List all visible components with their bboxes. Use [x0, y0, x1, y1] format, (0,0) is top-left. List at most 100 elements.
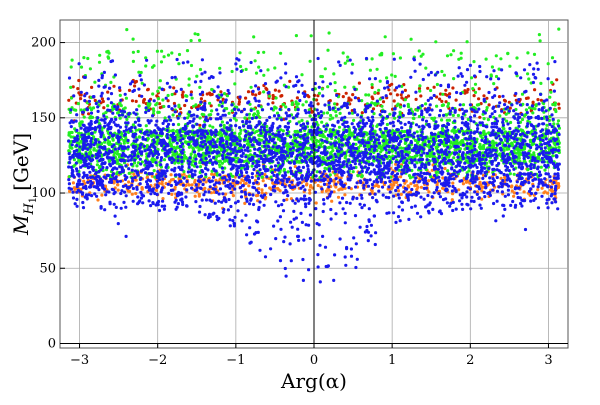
scatter-point: [258, 142, 261, 145]
scatter-point: [418, 90, 421, 93]
scatter-point: [351, 197, 354, 200]
scatter-point: [392, 52, 395, 55]
scatter-point: [195, 75, 198, 78]
scatter-point: [249, 153, 252, 156]
scatter-point: [506, 122, 509, 125]
scatter-point: [492, 144, 495, 147]
scatter-point: [439, 84, 442, 87]
scatter-point: [410, 38, 413, 41]
scatter-point: [482, 131, 485, 134]
scatter-point: [160, 60, 163, 63]
scatter-point: [354, 96, 357, 99]
scatter-point: [396, 186, 399, 189]
scatter-point: [330, 200, 333, 203]
scatter-point: [300, 73, 303, 76]
scatter-point: [122, 201, 125, 204]
scatter-point: [492, 173, 495, 176]
scatter-point: [349, 59, 352, 62]
scatter-point: [352, 170, 355, 173]
scatter-point: [153, 99, 156, 102]
scatter-point: [188, 183, 191, 186]
scatter-point: [300, 119, 303, 122]
scatter-point: [531, 111, 534, 114]
scatter-point: [219, 124, 222, 127]
scatter-point: [498, 101, 501, 104]
scatter-point: [377, 92, 380, 95]
scatter-point: [517, 125, 520, 128]
scatter-point: [185, 95, 188, 98]
scatter-point: [124, 93, 127, 96]
scatter-point: [318, 92, 321, 95]
scatter-point: [551, 56, 554, 59]
scatter-point: [115, 172, 118, 175]
scatter-point: [317, 184, 320, 187]
scatter-point: [237, 103, 240, 106]
scatter-point: [204, 173, 207, 176]
scatter-point: [533, 88, 536, 91]
scatter-point: [462, 144, 465, 147]
scatter-point: [465, 190, 468, 193]
scatter-point: [271, 101, 274, 104]
scatter-point: [327, 185, 330, 188]
scatter-point: [371, 95, 374, 98]
scatter-point: [167, 183, 170, 186]
scatter-point: [285, 198, 288, 201]
scatter-point: [133, 84, 136, 87]
scatter-point: [248, 116, 251, 119]
scatter-point: [407, 103, 410, 106]
scatter-point: [547, 62, 550, 65]
scatter-point: [429, 89, 432, 92]
scatter-point: [346, 106, 349, 109]
scatter-point: [306, 122, 309, 125]
scatter-point: [119, 94, 122, 97]
scatter-point: [293, 162, 296, 165]
scatter-point: [234, 62, 237, 65]
scatter-point: [452, 156, 455, 159]
scatter-point: [430, 117, 433, 120]
scatter-point: [463, 168, 466, 171]
scatter-point: [412, 117, 415, 120]
scatter-point: [491, 65, 494, 68]
scatter-point: [232, 194, 235, 197]
scatter-point: [376, 100, 379, 103]
scatter-point: [425, 120, 428, 123]
scatter-point: [427, 140, 430, 143]
scatter-point: [190, 64, 193, 67]
scatter-point: [445, 126, 448, 129]
scatter-point: [429, 103, 432, 106]
scatter-point: [103, 125, 106, 128]
scatter-point: [472, 120, 475, 123]
scatter-point: [343, 86, 346, 89]
scatter-point: [397, 189, 400, 192]
scatter-point: [91, 154, 94, 157]
scatter-point: [373, 91, 376, 94]
scatter-point: [538, 170, 541, 173]
scatter-point: [201, 91, 204, 94]
scatter-point: [540, 166, 543, 169]
scatter-point: [271, 178, 274, 181]
scatter-point: [497, 162, 500, 165]
scatter-point: [175, 130, 178, 133]
scatter-point: [118, 102, 121, 105]
scatter-point: [187, 84, 190, 87]
scatter-point: [188, 110, 191, 113]
scatter-point: [243, 138, 246, 141]
scatter-point: [164, 116, 167, 119]
scatter-point: [478, 116, 481, 119]
scatter-point: [125, 125, 128, 128]
scatter-point: [143, 145, 146, 148]
scatter-point: [168, 141, 171, 144]
scatter-point: [245, 159, 248, 162]
scatter-point: [515, 56, 518, 59]
scatter-point: [473, 200, 476, 203]
scatter-point: [172, 113, 175, 116]
scatter-point: [334, 185, 337, 188]
scatter-point: [434, 73, 437, 76]
scatter-point: [367, 239, 370, 242]
scatter-point: [376, 68, 379, 71]
scatter-point: [279, 215, 282, 218]
scatter-point: [107, 52, 110, 55]
scatter-point: [399, 175, 402, 178]
scatter-point: [262, 51, 265, 54]
scatter-point: [277, 114, 280, 117]
